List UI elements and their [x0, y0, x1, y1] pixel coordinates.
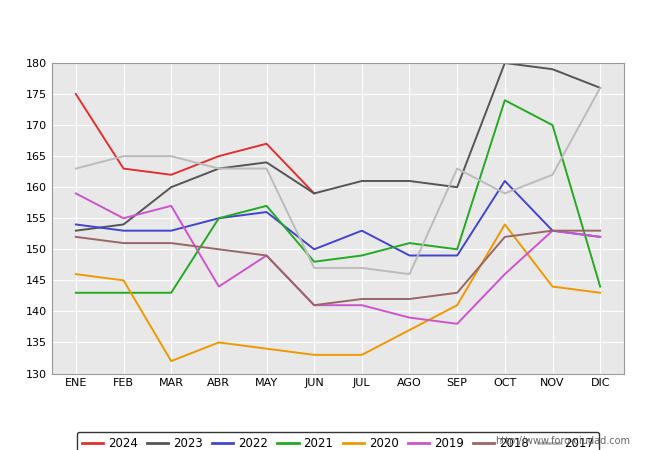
Text: http://www.foro-ciudad.com: http://www.foro-ciudad.com	[495, 436, 630, 446]
Text: Afiliados en Campo de San Pedro a 31/5/2024: Afiliados en Campo de San Pedro a 31/5/2…	[118, 18, 532, 36]
Legend: 2024, 2023, 2022, 2021, 2020, 2019, 2018, 2017: 2024, 2023, 2022, 2021, 2020, 2019, 2018…	[77, 432, 599, 450]
